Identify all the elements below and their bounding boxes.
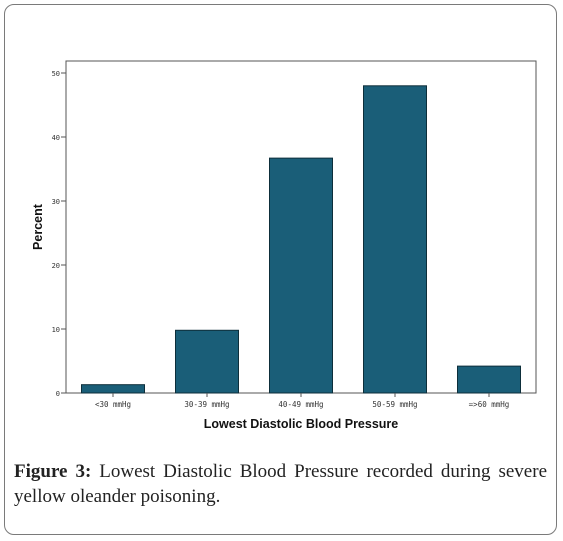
bar-chart: 0 10 20 30 40 50 <30 mmHg 30-39 mmHg 40-49 mmHg… — [31, 60, 537, 431]
x-axis-ticks: <30 mmHg 30-39 mmHg 40-49 mmHg 50-59 mmHg =>… — [95, 393, 509, 409]
y-tick-label: 20 — [52, 262, 60, 270]
x-tick-label: <30 mmHg — [95, 400, 131, 409]
y-tick-label: 10 — [52, 326, 60, 334]
caption-text: Lowest Diastolic Blood Pressure recorded… — [14, 461, 547, 507]
y-tick-label: 40 — [52, 134, 60, 142]
y-axis-label: Percent — [31, 203, 45, 250]
y-tick-label: 50 — [52, 70, 60, 78]
bar — [269, 157, 333, 394]
x-axis-label: Lowest Diastolic Blood Pressure — [204, 417, 399, 431]
caption-label: Figure 3: — [14, 461, 92, 482]
bars — [81, 85, 521, 394]
bar — [363, 85, 427, 394]
bar — [175, 329, 239, 394]
x-tick-label: 30-39 mmHg — [184, 400, 229, 409]
figure-caption: Figure 3: Lowest Diastolic Blood Pressur… — [14, 459, 547, 509]
x-tick-label: =>60 mmHg — [469, 400, 510, 409]
x-tick-label: 40-49 mmHg — [278, 400, 323, 409]
y-tick-label: 0 — [56, 390, 60, 398]
y-tick-label: 30 — [52, 198, 60, 206]
x-tick-label: 50-59 mmHg — [372, 400, 417, 409]
bar — [81, 384, 145, 394]
y-axis-ticks: 0 10 20 30 40 50 — [52, 70, 66, 398]
bar — [457, 365, 521, 394]
